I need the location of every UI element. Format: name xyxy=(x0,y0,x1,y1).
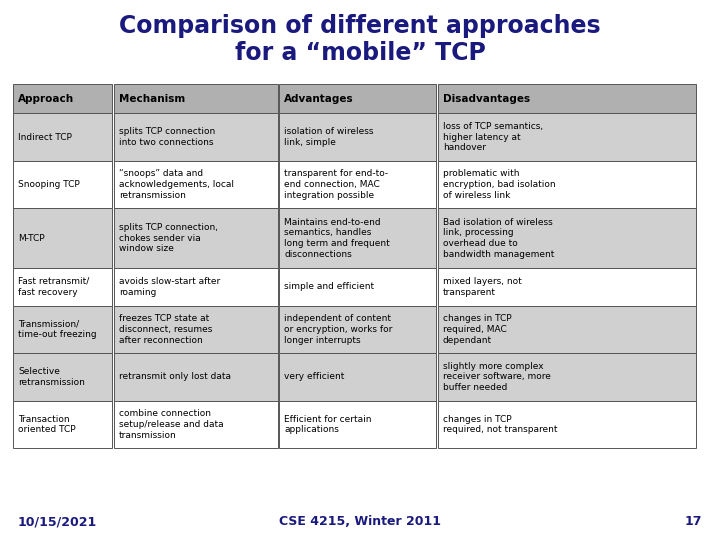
Text: Transmission/
time-out freezing: Transmission/ time-out freezing xyxy=(18,320,96,339)
Bar xyxy=(114,401,278,448)
Text: splits TCP connection
into two connections: splits TCP connection into two connectio… xyxy=(119,127,215,147)
Text: isolation of wireless
link, simple: isolation of wireless link, simple xyxy=(284,127,374,147)
Text: Transaction
oriented TCP: Transaction oriented TCP xyxy=(18,415,76,434)
Bar xyxy=(438,401,696,448)
Bar xyxy=(279,113,436,161)
Text: Mechanism: Mechanism xyxy=(119,93,185,104)
Text: transparent for end-to-
end connection, MAC
integration possible: transparent for end-to- end connection, … xyxy=(284,170,389,200)
Text: 17: 17 xyxy=(685,515,702,528)
Bar xyxy=(114,353,278,401)
Text: Efficient for certain
applications: Efficient for certain applications xyxy=(284,415,372,434)
Bar xyxy=(438,208,696,268)
Text: very efficient: very efficient xyxy=(284,373,345,381)
Text: splits TCP connection,
chokes sender via
window size: splits TCP connection, chokes sender via… xyxy=(119,223,218,253)
Text: Advantages: Advantages xyxy=(284,93,354,104)
Text: mixed layers, not
transparent: mixed layers, not transparent xyxy=(443,277,521,296)
Text: Approach: Approach xyxy=(18,93,74,104)
Bar xyxy=(279,353,436,401)
Text: Maintains end-to-end
semantics, handles
long term and frequent
disconnections: Maintains end-to-end semantics, handles … xyxy=(284,218,390,259)
Text: M-TCP: M-TCP xyxy=(18,234,45,242)
Text: slightly more complex
receiver software, more
buffer needed: slightly more complex receiver software,… xyxy=(443,362,551,392)
Bar xyxy=(438,268,696,306)
Bar xyxy=(438,306,696,353)
Bar xyxy=(13,268,112,306)
Text: Disadvantages: Disadvantages xyxy=(443,93,530,104)
Bar xyxy=(279,306,436,353)
Bar xyxy=(13,208,112,268)
Bar xyxy=(13,84,112,113)
Bar xyxy=(13,113,112,161)
Text: avoids slow-start after
roaming: avoids slow-start after roaming xyxy=(119,277,220,296)
Bar xyxy=(279,208,436,268)
Text: Indirect TCP: Indirect TCP xyxy=(18,133,72,141)
Text: Selective
retransmission: Selective retransmission xyxy=(18,367,85,387)
Bar xyxy=(13,401,112,448)
Bar xyxy=(279,161,436,208)
Bar xyxy=(13,306,112,353)
Text: freezes TCP state at
disconnect, resumes
after reconnection: freezes TCP state at disconnect, resumes… xyxy=(119,314,212,345)
Text: Bad isolation of wireless
link, processing
overhead due to
bandwidth management: Bad isolation of wireless link, processi… xyxy=(443,218,554,259)
Text: Fast retransmit/
fast recovery: Fast retransmit/ fast recovery xyxy=(18,277,89,296)
Text: problematic with
encryption, bad isolation
of wireless link: problematic with encryption, bad isolati… xyxy=(443,170,555,200)
Text: simple and efficient: simple and efficient xyxy=(284,282,374,291)
Text: combine connection
setup/release and data
transmission: combine connection setup/release and dat… xyxy=(119,409,223,440)
Bar xyxy=(279,84,436,113)
Bar xyxy=(279,268,436,306)
Text: CSE 4215, Winter 2011: CSE 4215, Winter 2011 xyxy=(279,515,441,528)
Bar xyxy=(438,113,696,161)
Bar xyxy=(114,113,278,161)
Bar xyxy=(279,401,436,448)
Bar xyxy=(114,208,278,268)
Bar xyxy=(114,306,278,353)
Text: loss of TCP semantics,
higher latency at
handover: loss of TCP semantics, higher latency at… xyxy=(443,122,543,152)
Bar xyxy=(114,84,278,113)
Bar xyxy=(114,161,278,208)
Bar xyxy=(114,268,278,306)
Bar xyxy=(438,161,696,208)
Text: independent of content
or encryption, works for
longer interrupts: independent of content or encryption, wo… xyxy=(284,314,393,345)
Text: Snooping TCP: Snooping TCP xyxy=(18,180,80,189)
Text: 10/15/2021: 10/15/2021 xyxy=(18,515,97,528)
Text: changes in TCP
required, MAC
dependant: changes in TCP required, MAC dependant xyxy=(443,314,511,345)
Text: retransmit only lost data: retransmit only lost data xyxy=(119,373,231,381)
Text: changes in TCP
required, not transparent: changes in TCP required, not transparent xyxy=(443,415,557,434)
Bar xyxy=(13,161,112,208)
Bar xyxy=(438,353,696,401)
Bar xyxy=(438,84,696,113)
Bar xyxy=(13,353,112,401)
Text: Comparison of different approaches
for a “mobile” TCP: Comparison of different approaches for a… xyxy=(120,14,600,65)
Text: “snoops” data and
acknowledgements, local
retransmission: “snoops” data and acknowledgements, loca… xyxy=(119,170,234,200)
